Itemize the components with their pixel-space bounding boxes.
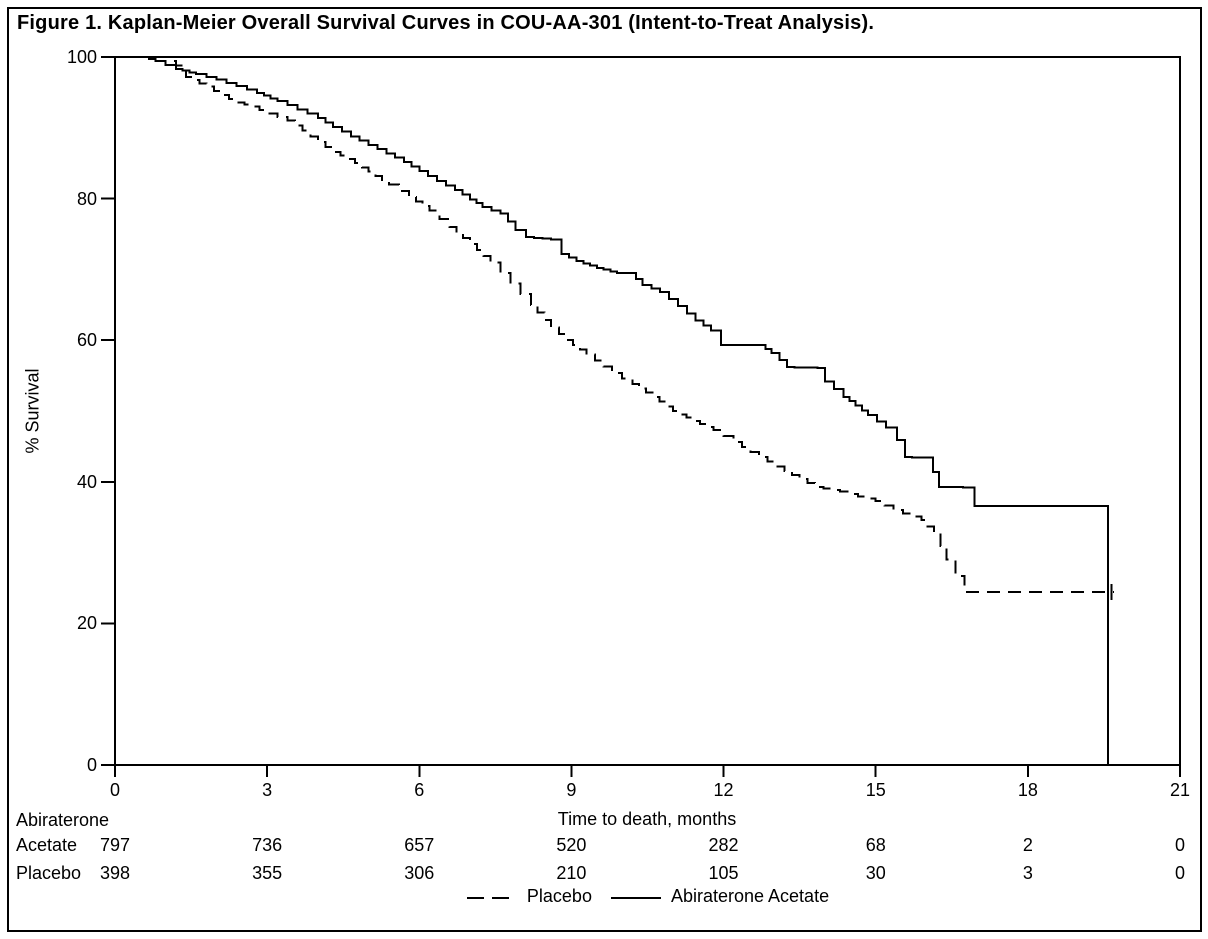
x-axis-label: Time to death, months xyxy=(557,809,737,829)
x-tick-label: 3 xyxy=(262,780,273,800)
dashed-line-sample xyxy=(466,896,517,899)
y-tick-label: 0 xyxy=(86,755,97,775)
y-tick-label: 40 xyxy=(76,471,97,492)
risk-count: 210 xyxy=(556,863,587,883)
y-tick-label: 80 xyxy=(76,188,97,209)
risk-count: 306 xyxy=(404,863,435,883)
plot-frame xyxy=(114,56,1181,766)
x-tick-label: 18 xyxy=(1017,780,1038,800)
risk-count: 105 xyxy=(708,863,739,883)
risk-count: 797 xyxy=(99,835,131,855)
risk-row-label: Acetate xyxy=(16,835,78,855)
y-axis-label: % Survival xyxy=(22,368,43,454)
x-tick-label: 6 xyxy=(414,780,425,800)
figure-title: Figure 1. Kaplan-Meier Overall Survival … xyxy=(17,12,875,34)
risk-count: 657 xyxy=(404,835,435,855)
legend-item: Abiraterone Acetate xyxy=(610,886,829,907)
legend-label: Abiraterone Acetate xyxy=(670,886,830,906)
risk-count: 355 xyxy=(252,863,283,883)
x-tick-label: 21 xyxy=(1169,780,1191,800)
risk-row-label: Placebo xyxy=(16,863,82,883)
risk-row-label: Abiraterone xyxy=(16,810,110,830)
legend: Placebo Abiraterone Acetate xyxy=(115,886,1180,907)
risk-count: 736 xyxy=(252,835,283,855)
survival-curve-abiraterone-acetate xyxy=(115,56,1109,765)
risk-count: 3 xyxy=(1022,863,1033,883)
risk-count: 282 xyxy=(708,835,739,855)
y-tick-label: 20 xyxy=(76,613,97,634)
y-tick-label: 100 xyxy=(66,47,97,67)
x-tick-label: 15 xyxy=(865,780,886,800)
risk-count: 0 xyxy=(1174,835,1185,855)
legend-label: Placebo xyxy=(526,886,592,906)
solid-line-sample xyxy=(610,896,661,899)
x-tick-label: 9 xyxy=(566,780,577,800)
x-tick-label: 12 xyxy=(713,780,734,800)
survival-curve-placebo xyxy=(115,56,1115,594)
risk-count: 398 xyxy=(99,863,131,883)
risk-count: 68 xyxy=(865,835,886,855)
y-tick-label: 60 xyxy=(76,330,97,351)
risk-count: 520 xyxy=(556,835,587,855)
risk-count: 0 xyxy=(1174,863,1185,883)
risk-count: 2 xyxy=(1022,835,1033,855)
risk-count: 30 xyxy=(865,863,886,883)
legend-item: Placebo xyxy=(466,886,592,907)
x-tick-label: 0 xyxy=(109,780,120,800)
